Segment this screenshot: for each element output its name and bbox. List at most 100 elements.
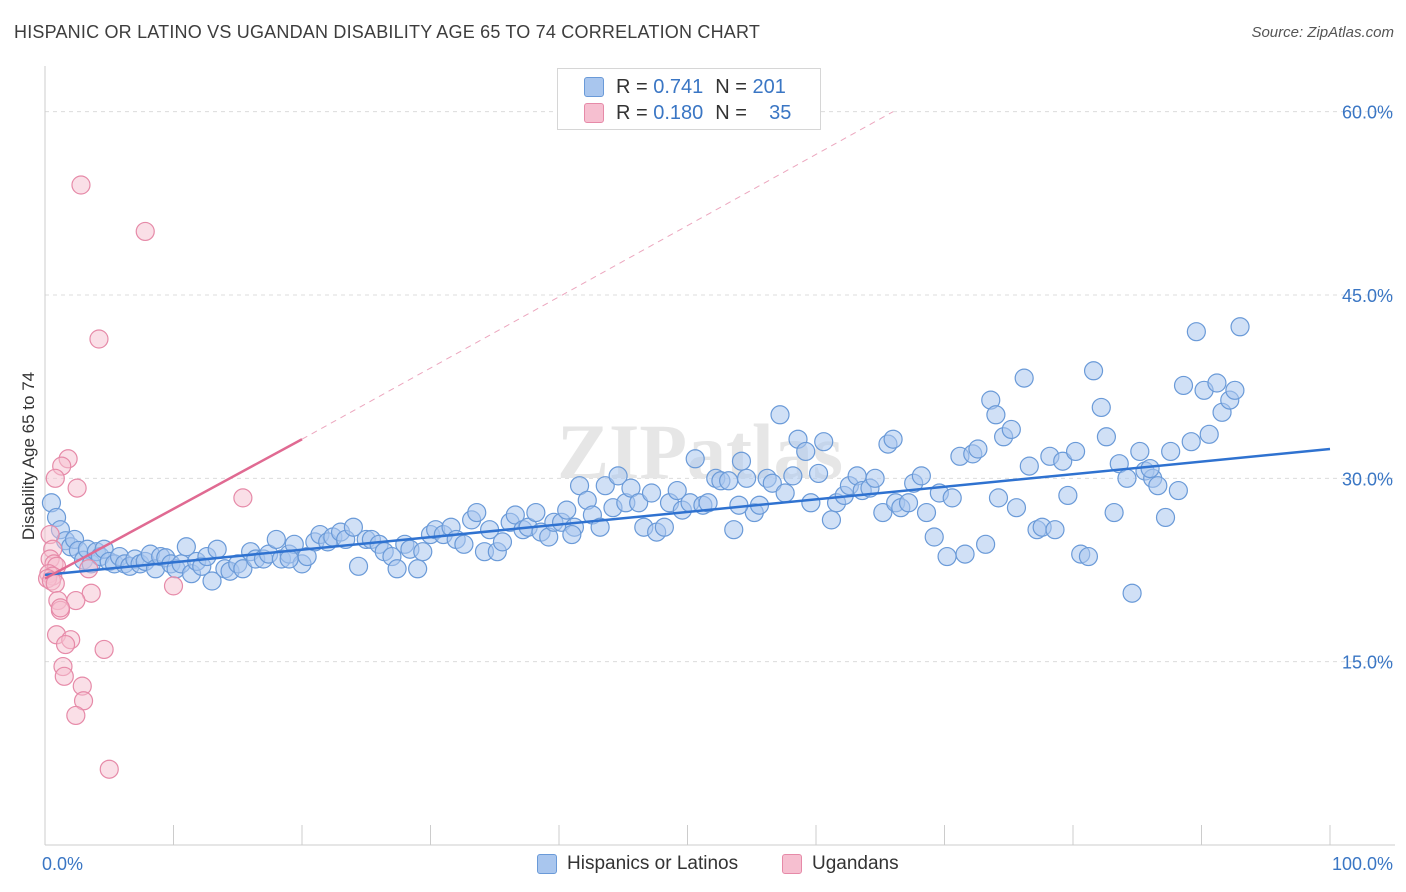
hispanic-point bbox=[1148, 476, 1168, 496]
hispanic-point bbox=[737, 468, 757, 488]
hispanic-point bbox=[1078, 546, 1099, 567]
x-tick-label-min: 0.0% bbox=[42, 854, 83, 874]
legend-item-hispanic: Hispanics or Latinos bbox=[537, 851, 738, 877]
hispanic-point bbox=[724, 520, 744, 540]
r-value: 0.741 bbox=[653, 75, 704, 98]
hispanic-point bbox=[413, 542, 433, 562]
hispanic-point bbox=[207, 539, 227, 559]
legend-row-hispanic: R = 0.741 N = 201 bbox=[584, 74, 786, 100]
hispanic-point bbox=[1155, 507, 1176, 528]
n-label: N = bbox=[715, 75, 747, 98]
hispanic-point bbox=[1104, 502, 1124, 523]
hispanic-point bbox=[1173, 375, 1194, 396]
hispanic-point bbox=[1199, 424, 1219, 444]
hispanic-point bbox=[1014, 368, 1034, 388]
ugandan-point bbox=[81, 583, 101, 603]
hispanic-point bbox=[770, 405, 790, 425]
hispanic-point bbox=[731, 451, 752, 471]
hispanic-point bbox=[988, 488, 1009, 508]
ugandan-point bbox=[54, 666, 74, 686]
ugandan-point bbox=[55, 634, 76, 655]
hispanic-point bbox=[1065, 441, 1086, 462]
ugandan-point bbox=[50, 598, 71, 618]
hispanic-point bbox=[266, 529, 286, 550]
axes bbox=[44, 66, 1395, 846]
hispanic-point bbox=[654, 517, 674, 537]
legend-item-ugandan: Ugandans bbox=[782, 851, 899, 877]
hispanic-point bbox=[1091, 397, 1111, 418]
hispanic-point bbox=[1001, 419, 1021, 440]
hispanic-point bbox=[898, 493, 919, 513]
hispanic-point bbox=[911, 466, 931, 486]
hispanic-point bbox=[916, 502, 937, 523]
hispanic-point bbox=[937, 546, 957, 567]
hispanic-point bbox=[762, 473, 782, 493]
hispanic-point bbox=[1181, 432, 1201, 452]
hispanic-point bbox=[1186, 322, 1206, 342]
hispanic-point bbox=[814, 432, 834, 452]
r-value: 0.180 bbox=[653, 101, 704, 124]
y-tick-label: 15.0% bbox=[1342, 653, 1393, 673]
hispanic-point bbox=[821, 510, 842, 530]
hispanic-point bbox=[719, 471, 739, 491]
hispanic-point bbox=[641, 483, 662, 503]
x-tick-label-max: 100.0% bbox=[1332, 854, 1393, 874]
ugandan-point bbox=[89, 329, 109, 349]
ugandan-points bbox=[37, 175, 253, 779]
y-axis-label-group: Disability Age 65 to 74 bbox=[19, 372, 38, 540]
hispanic-trend-line bbox=[44, 447, 1331, 577]
hispanic-point bbox=[698, 493, 718, 513]
legend-row-ugandan: R = 0.180 N = 35 bbox=[584, 100, 791, 126]
hispanic-point bbox=[176, 537, 196, 557]
hispanic-point bbox=[595, 476, 615, 496]
n-value: 201 bbox=[752, 75, 786, 98]
hispanic-point bbox=[873, 502, 893, 523]
hispanic-point bbox=[1130, 441, 1150, 462]
hispanic-point bbox=[1117, 468, 1137, 488]
ugandan-point bbox=[71, 175, 91, 195]
chart-title: HISPANIC OR LATINO VS UGANDAN DISABILITY… bbox=[14, 22, 761, 42]
hispanic-point bbox=[629, 493, 649, 513]
hispanic-point bbox=[408, 559, 428, 579]
hispanic-point bbox=[348, 556, 369, 576]
ugandan-point bbox=[99, 759, 119, 779]
hispanic-point bbox=[1045, 520, 1065, 540]
ugandan-point bbox=[135, 221, 155, 242]
r-label: R = bbox=[616, 75, 648, 98]
ugandan-point bbox=[67, 478, 87, 498]
n-value: 35 bbox=[769, 101, 792, 124]
hispanic-point bbox=[976, 534, 996, 554]
ugandan-point bbox=[45, 468, 65, 488]
correlation-legend: R = 0.741 N = 201 R = 0.180 N = 35 bbox=[557, 68, 821, 130]
hispanic-point bbox=[1207, 373, 1227, 393]
ugandans-trend-extension bbox=[301, 111, 894, 440]
source-label: Source: ZipAtlas.com bbox=[1251, 24, 1394, 41]
hispanic-point bbox=[1096, 427, 1117, 447]
ugandan-point bbox=[163, 576, 184, 596]
hispanic-point bbox=[942, 488, 962, 508]
hispanic-point bbox=[343, 517, 363, 537]
hispanic-point bbox=[667, 480, 687, 501]
hispanic-point bbox=[1230, 317, 1250, 337]
hispanic-point bbox=[562, 524, 582, 545]
y-axis-label: Disability Age 65 to 74 bbox=[19, 372, 38, 540]
pink-swatch-icon bbox=[584, 103, 604, 123]
hispanic-point bbox=[1161, 441, 1181, 462]
hispanic-point bbox=[233, 559, 253, 579]
blue-swatch-icon bbox=[584, 77, 604, 97]
hispanic-point bbox=[775, 483, 795, 503]
trend-lines bbox=[44, 438, 1331, 580]
hispanic-point bbox=[883, 429, 903, 449]
hispanic-point bbox=[796, 441, 816, 462]
hispanic-point bbox=[865, 468, 885, 488]
hispanic-point bbox=[1053, 451, 1073, 471]
hispanic-point bbox=[454, 534, 474, 554]
hispanic-points bbox=[41, 317, 1250, 603]
ugandan-point bbox=[233, 488, 253, 508]
n-label: N = bbox=[715, 101, 747, 124]
hispanic-point bbox=[387, 559, 407, 579]
hispanic-point bbox=[467, 502, 487, 523]
hispanic-point bbox=[1122, 583, 1142, 603]
legend-label: Ugandans bbox=[812, 853, 899, 874]
